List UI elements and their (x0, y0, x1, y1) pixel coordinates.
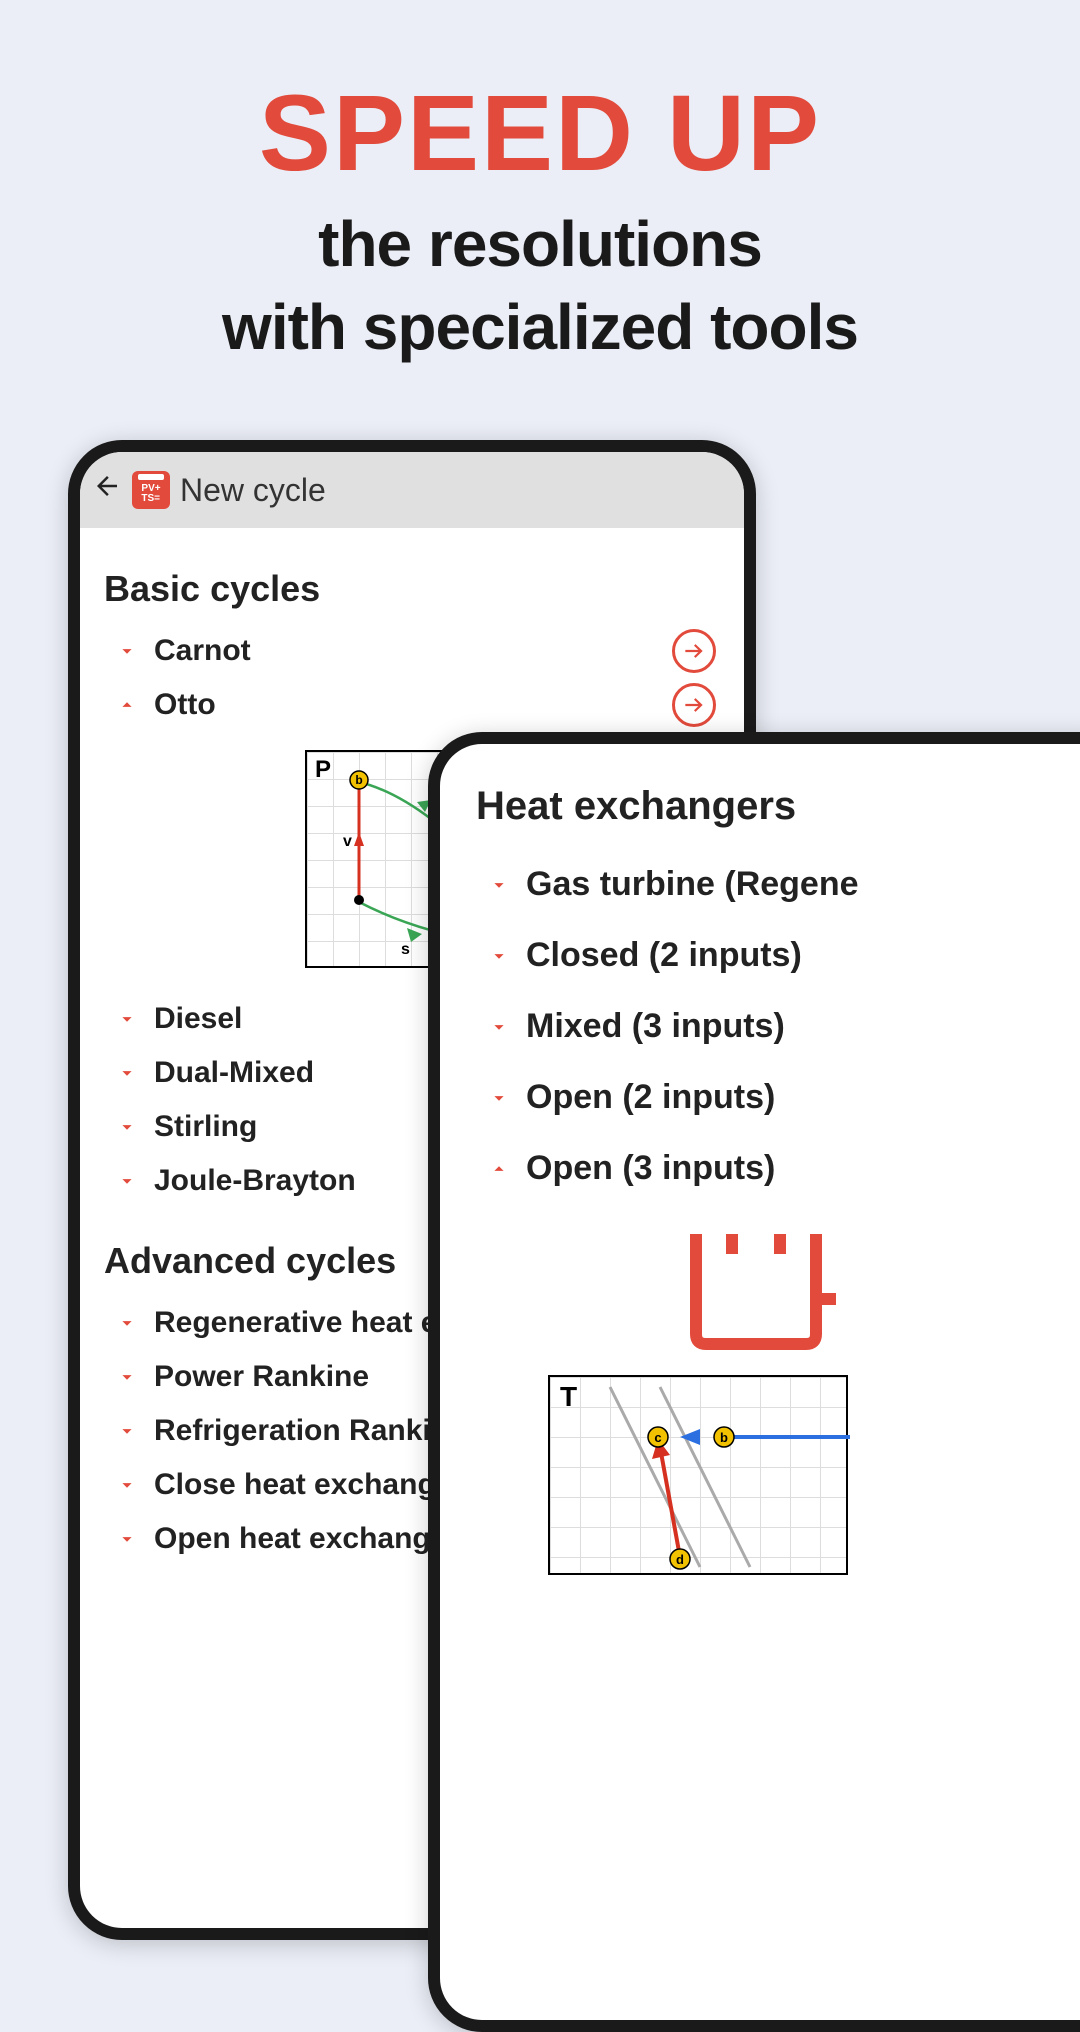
heat-exchanger-icon (676, 1224, 1080, 1359)
chevron-down-icon (116, 1366, 138, 1388)
cycle-item-carnot[interactable]: Carnot (104, 624, 720, 678)
cycle-label: Diesel (154, 1002, 242, 1036)
promo-headline: SPEED UP the resolutions with specialize… (0, 0, 1080, 369)
cycle-label: Refrigeration Rankine (154, 1414, 466, 1448)
cycle-label: Close heat exchanger (154, 1468, 464, 1502)
chevron-up-icon (116, 694, 138, 716)
ts-diagram: T c b d (548, 1375, 848, 1575)
hx-item-closed-2[interactable]: Closed (2 inputs) (476, 920, 1080, 991)
hx-item-gas-turbine[interactable]: Gas turbine (Regene (476, 849, 1080, 920)
hx-label: Open (3 inputs) (526, 1149, 775, 1188)
headline-main: SPEED UP (0, 70, 1080, 195)
right-content: Heat exchangers Gas turbine (Regene Clos… (440, 744, 1080, 1607)
svg-text:c: c (654, 1430, 661, 1445)
chevron-down-icon (488, 1016, 510, 1038)
hx-item-mixed-3[interactable]: Mixed (3 inputs) (476, 991, 1080, 1062)
chevron-up-icon (488, 1158, 510, 1180)
chevron-down-icon (116, 1474, 138, 1496)
back-icon[interactable] (92, 471, 122, 510)
chevron-down-icon (116, 1170, 138, 1192)
cycle-label: Power Rankine (154, 1360, 369, 1394)
cycle-label: Stirling (154, 1110, 257, 1144)
hx-label: Closed (2 inputs) (526, 936, 802, 975)
cycle-label: Otto (154, 688, 216, 722)
hx-label: Gas turbine (Regene (526, 865, 859, 904)
app-titlebar: PV+TS= New cycle (80, 452, 744, 528)
chevron-down-icon (488, 945, 510, 967)
svg-text:b: b (720, 1430, 728, 1445)
chevron-down-icon (488, 1087, 510, 1109)
svg-text:s: s (401, 941, 410, 958)
section-header-basic: Basic cycles (104, 568, 720, 610)
go-arrow-icon[interactable] (672, 683, 716, 727)
chevron-down-icon (116, 1528, 138, 1550)
chevron-down-icon (488, 874, 510, 896)
chevron-down-icon (116, 640, 138, 662)
cycle-item-otto[interactable]: Otto (104, 678, 720, 732)
hx-label: Open (2 inputs) (526, 1078, 775, 1117)
phone-mock-right: Heat exchangers Gas turbine (Regene Clos… (428, 732, 1080, 2032)
cycle-label: Joule-Brayton (154, 1164, 356, 1198)
go-arrow-icon[interactable] (672, 629, 716, 673)
svg-text:d: d (676, 1552, 684, 1567)
section-header-hx: Heat exchangers (476, 784, 1080, 829)
hx-item-open-3[interactable]: Open (3 inputs) (476, 1133, 1080, 1204)
cycle-label: Open heat exchanger (154, 1522, 459, 1556)
hx-item-open-2[interactable]: Open (2 inputs) (476, 1062, 1080, 1133)
cycle-label: Carnot (154, 634, 251, 668)
chevron-down-icon (116, 1116, 138, 1138)
hx-label: Mixed (3 inputs) (526, 1007, 785, 1046)
chevron-down-icon (116, 1420, 138, 1442)
app-logo-icon: PV+TS= (132, 471, 170, 509)
svg-text:v: v (343, 833, 352, 850)
screen-title: New cycle (180, 472, 326, 509)
chevron-down-icon (116, 1312, 138, 1334)
cycle-label: Dual-Mixed (154, 1056, 314, 1090)
headline-sub: the resolutions with specialized tools (0, 203, 1080, 369)
svg-text:b: b (355, 773, 362, 787)
chevron-down-icon (116, 1062, 138, 1084)
chevron-down-icon (116, 1008, 138, 1030)
